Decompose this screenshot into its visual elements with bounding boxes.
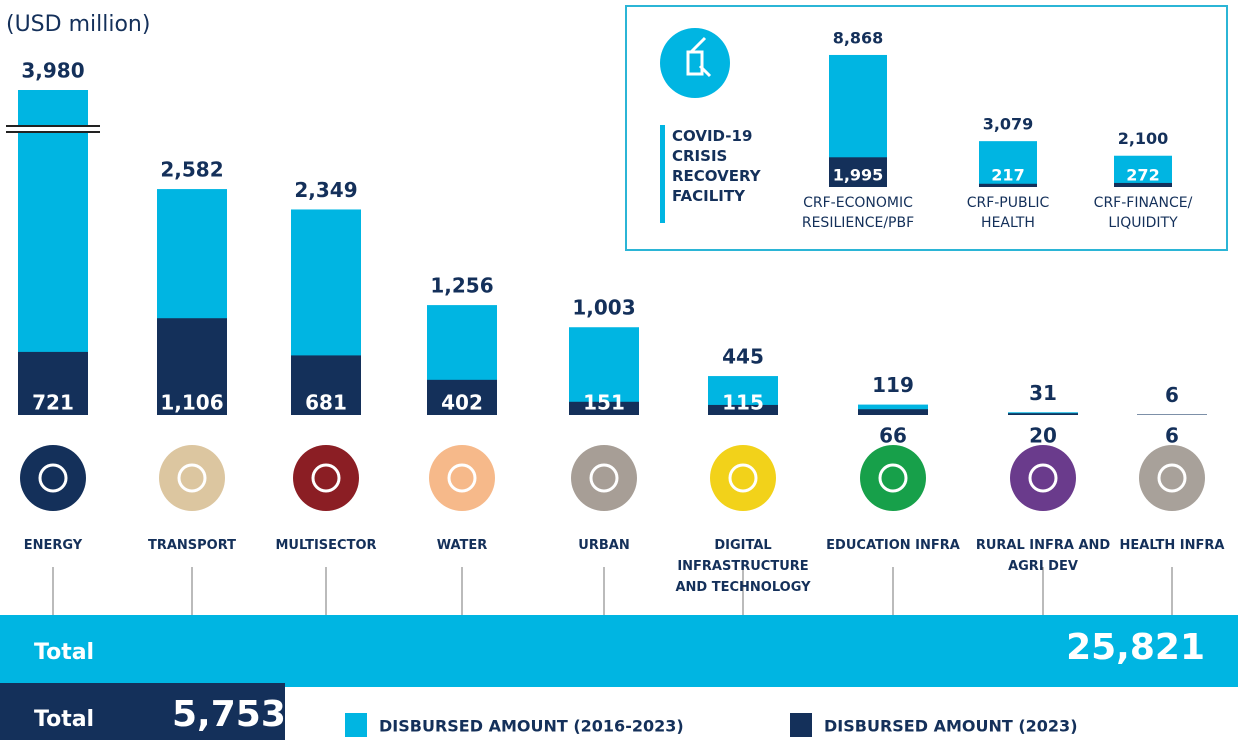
category-label: CRF-ECONOMIC RESILIENCE/PBF: [801, 195, 915, 231]
category-label: WATER: [436, 538, 488, 553]
bar-year: [979, 183, 1037, 187]
sector-icon-glyph: [878, 463, 908, 493]
bar-total: [979, 141, 1037, 187]
vaccine-glyph: [686, 36, 712, 78]
bar-year: [1008, 413, 1078, 415]
value-label-year: 1,995: [833, 166, 884, 185]
bar-year: [427, 379, 497, 415]
value-label-year: 115: [722, 391, 764, 415]
sector-icon-glyph: [177, 463, 207, 493]
title-accent: [660, 125, 665, 223]
value-label-year: 66: [879, 424, 907, 448]
total-bar: [0, 615, 1238, 687]
sector-icon-glyph: [589, 463, 619, 493]
value-label-total: 2,582: [160, 158, 223, 182]
value-label-year: 681: [305, 391, 347, 415]
value-label-total: 1,003: [572, 296, 635, 320]
sector-icon: [571, 445, 637, 511]
year-total-label: Total: [34, 707, 94, 732]
category-label: ENERGY: [23, 538, 83, 553]
value-label-total: 2,349: [294, 178, 357, 202]
value-label-year: 217: [991, 166, 1024, 185]
category-label: CRF-FINANCE/ LIQUIDITY: [1093, 195, 1193, 231]
value-label-year: 1,106: [160, 391, 223, 415]
year-total-box: [0, 683, 285, 740]
value-label-total: 119: [872, 373, 914, 397]
category-label: MULTISECTOR: [275, 538, 377, 553]
sector-icon-glyph: [38, 463, 68, 493]
total-label: Total: [34, 640, 94, 665]
value-label-total: 445: [722, 345, 764, 369]
sector-icon: [860, 445, 926, 511]
legend-label: DISBURSED AMOUNT (2016-2023): [379, 717, 684, 736]
bar-year: [569, 401, 639, 415]
axis-break-gap: [6, 126, 100, 132]
value-label-year: 272: [1126, 166, 1159, 185]
category-label: URBAN: [578, 538, 630, 553]
bar-year: [291, 355, 361, 415]
bar-year: [18, 351, 88, 415]
sector-icon-glyph: [728, 463, 758, 493]
bar-year: [1137, 414, 1207, 415]
sector-icon: [20, 445, 86, 511]
bar-year: [157, 318, 227, 415]
value-label-total: 31: [1029, 381, 1057, 405]
sector-icon-glyph: [1028, 463, 1058, 493]
sector-icon-glyph: [1157, 463, 1187, 493]
sector-icon: [293, 445, 359, 511]
value-label-total: 6: [1165, 383, 1179, 407]
value-label-total: 1,256: [430, 274, 493, 298]
category-label: RURAL INFRA AND AGRI DEV: [975, 538, 1111, 574]
value-label-year: 151: [583, 391, 625, 415]
bar-year: [708, 404, 778, 415]
sector-icon: [159, 445, 225, 511]
category-label: CRF-PUBLIC HEALTH: [966, 195, 1050, 231]
value-label-total: 3,980: [21, 59, 84, 83]
value-label-year: 721: [32, 391, 74, 415]
category-label: TRANSPORT: [147, 538, 237, 553]
bar-year: [829, 157, 887, 187]
category-label: DIGITAL INFRASTRUCTURE AND TECHNOLOGY: [675, 538, 811, 595]
legend-swatch: [790, 713, 812, 737]
bar-year: [1114, 182, 1172, 187]
bar-total: [569, 327, 639, 415]
subtitle: (USD million): [6, 12, 151, 37]
value-label-year: 6: [1165, 424, 1179, 448]
total-value: 25,821: [1066, 627, 1205, 668]
sector-icon: [1010, 445, 1076, 511]
inset-title: COVID-19 CRISIS RECOVERY FACILITY: [672, 127, 761, 205]
year-total-value: 5,753: [172, 694, 286, 735]
category-label: HEALTH INFRA: [1119, 538, 1225, 553]
value-label-total: 3,079: [983, 115, 1034, 134]
bar-year: [858, 409, 928, 415]
vaccine-icon: [660, 28, 730, 98]
sector-icon: [1139, 445, 1205, 511]
value-label-year: 20: [1029, 424, 1057, 448]
value-label-total: 8,868: [833, 28, 884, 47]
value-label-year: 402: [441, 391, 483, 415]
category-label: EDUCATION INFRA: [826, 538, 960, 553]
inset-frame: [625, 5, 1228, 251]
sector-icon: [429, 445, 495, 511]
bar-total: [1114, 155, 1172, 187]
sector-icon-glyph: [311, 463, 341, 493]
legend-label: DISBURSED AMOUNT (2023): [824, 717, 1078, 736]
sector-icon: [710, 445, 776, 511]
legend-swatch: [345, 713, 367, 737]
sector-icon-glyph: [447, 463, 477, 493]
value-label-total: 2,100: [1118, 129, 1169, 148]
